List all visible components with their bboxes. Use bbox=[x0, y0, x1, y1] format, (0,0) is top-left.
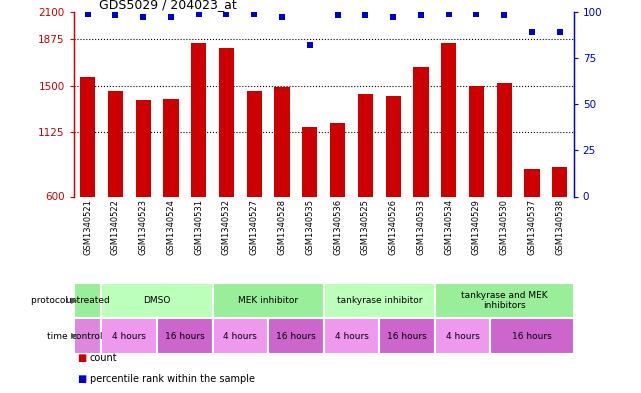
Bar bbox=[302, 127, 317, 196]
Point bbox=[499, 12, 510, 18]
Point bbox=[333, 12, 343, 18]
Text: ▶: ▶ bbox=[71, 296, 77, 305]
Point bbox=[277, 14, 287, 20]
Point bbox=[83, 11, 93, 17]
Text: time: time bbox=[47, 332, 71, 340]
Point bbox=[527, 29, 537, 35]
Text: GDS5029 / 204023_at: GDS5029 / 204023_at bbox=[99, 0, 237, 11]
Bar bbox=[135, 101, 151, 196]
Text: DMSO: DMSO bbox=[144, 296, 171, 305]
Bar bbox=[413, 67, 429, 196]
Bar bbox=[324, 318, 379, 354]
Text: 4 hours: 4 hours bbox=[112, 332, 146, 340]
Point bbox=[249, 11, 260, 17]
Text: 4 hours: 4 hours bbox=[224, 332, 257, 340]
Bar bbox=[524, 169, 540, 196]
Text: 4 hours: 4 hours bbox=[335, 332, 369, 340]
Point bbox=[110, 12, 121, 18]
Point bbox=[194, 11, 204, 17]
Text: 16 hours: 16 hours bbox=[165, 332, 204, 340]
Bar bbox=[274, 87, 290, 196]
Bar bbox=[441, 43, 456, 196]
Bar bbox=[379, 318, 435, 354]
Text: untreated: untreated bbox=[65, 296, 110, 305]
Text: control: control bbox=[72, 332, 103, 340]
Bar bbox=[108, 91, 123, 196]
Bar bbox=[247, 91, 262, 196]
Text: 16 hours: 16 hours bbox=[512, 332, 552, 340]
Text: 16 hours: 16 hours bbox=[387, 332, 427, 340]
Bar bbox=[469, 86, 484, 196]
Bar bbox=[268, 318, 324, 354]
Text: protocol: protocol bbox=[31, 296, 71, 305]
Text: MEK inhibitor: MEK inhibitor bbox=[238, 296, 298, 305]
Point bbox=[388, 14, 398, 20]
Text: 16 hours: 16 hours bbox=[276, 332, 316, 340]
Bar bbox=[552, 167, 567, 196]
Text: ■: ■ bbox=[77, 374, 86, 384]
Bar bbox=[497, 83, 512, 196]
Bar bbox=[324, 283, 435, 318]
Bar bbox=[101, 318, 157, 354]
Point bbox=[221, 11, 231, 17]
Text: tankyrase inhibitor: tankyrase inhibitor bbox=[337, 296, 422, 305]
Point bbox=[554, 29, 565, 35]
Bar bbox=[219, 48, 234, 196]
Bar bbox=[358, 94, 373, 196]
Bar bbox=[330, 123, 345, 196]
Text: tankyrase and MEK
inhibitors: tankyrase and MEK inhibitors bbox=[461, 291, 547, 310]
Point bbox=[416, 12, 426, 18]
Bar bbox=[213, 318, 268, 354]
Point bbox=[471, 11, 481, 17]
Bar bbox=[74, 283, 101, 318]
Bar bbox=[74, 318, 101, 354]
Text: count: count bbox=[90, 353, 117, 363]
Bar bbox=[191, 42, 206, 196]
Point bbox=[444, 11, 454, 17]
Text: ■: ■ bbox=[77, 353, 86, 363]
Bar bbox=[163, 99, 179, 196]
Bar bbox=[101, 283, 213, 318]
Point bbox=[304, 42, 315, 48]
Text: percentile rank within the sample: percentile rank within the sample bbox=[90, 374, 254, 384]
Text: 4 hours: 4 hours bbox=[445, 332, 479, 340]
Point bbox=[138, 14, 148, 20]
Text: ▶: ▶ bbox=[71, 332, 77, 340]
Bar bbox=[435, 283, 574, 318]
Bar bbox=[80, 77, 96, 196]
Point bbox=[166, 14, 176, 20]
Bar bbox=[385, 96, 401, 196]
Bar bbox=[213, 283, 324, 318]
Bar bbox=[157, 318, 213, 354]
Bar bbox=[490, 318, 574, 354]
Bar bbox=[435, 318, 490, 354]
Point bbox=[360, 12, 370, 18]
